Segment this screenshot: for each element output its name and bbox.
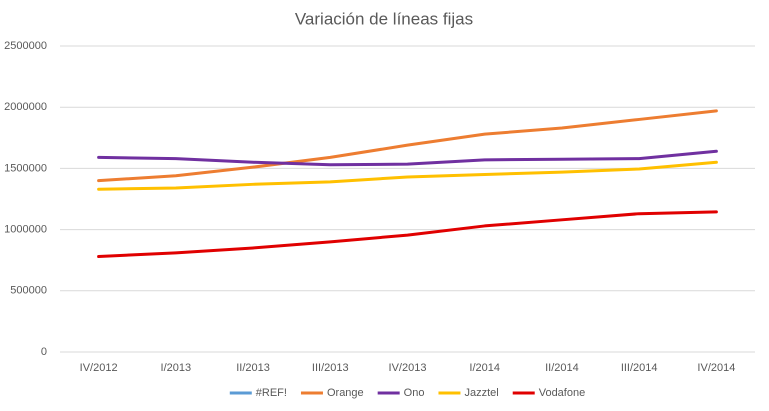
- y-tick-label: 1500000: [4, 162, 47, 174]
- x-tick-label: IV/2012: [80, 362, 118, 374]
- x-tick-label: III/2014: [621, 362, 658, 374]
- x-tick-label: III/2013: [312, 362, 349, 374]
- series-line: [97, 149, 718, 167]
- x-tick-label: I/2013: [161, 362, 192, 374]
- y-tick-label: 2000000: [4, 101, 47, 113]
- legend-label: Ono: [404, 387, 425, 399]
- y-tick-label: 1000000: [4, 224, 47, 236]
- x-tick-label: II/2013: [236, 362, 270, 374]
- y-tick-label: 2500000: [4, 40, 47, 52]
- y-tick-label: 0: [41, 346, 47, 358]
- legend-label: Vodafone: [539, 387, 586, 399]
- legend-label: #REF!: [256, 387, 287, 399]
- y-tick-label: 500000: [10, 285, 47, 297]
- series-line: [97, 109, 718, 183]
- series-line: [97, 160, 718, 191]
- x-tick-label: IV/2013: [389, 362, 427, 374]
- x-tick-label: II/2014: [545, 362, 579, 374]
- series-line: [97, 210, 718, 259]
- x-tick-label: IV/2014: [697, 362, 735, 374]
- x-tick-label: I/2014: [469, 362, 500, 374]
- legend-label: Orange: [327, 387, 364, 399]
- chart-title: Variación de líneas fijas: [295, 9, 473, 28]
- legend-label: Jazztel: [464, 387, 498, 399]
